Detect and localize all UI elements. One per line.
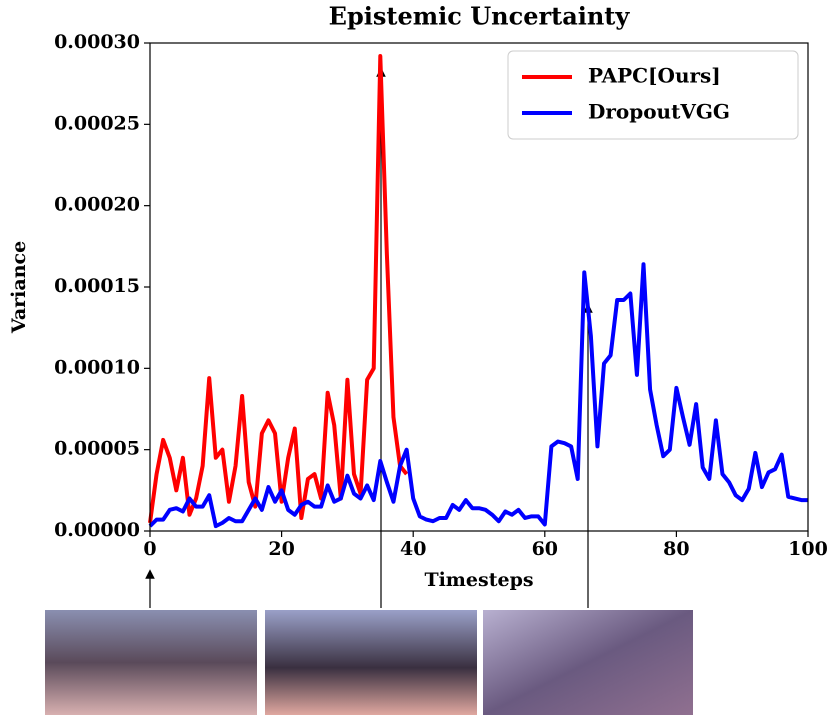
- x-tick-label: 100: [788, 538, 828, 560]
- plot-frame: [149, 42, 809, 532]
- x-tick-label: 80: [663, 538, 689, 560]
- x-tick-label: 0: [143, 538, 156, 560]
- x-axis-label: Timesteps: [424, 569, 533, 591]
- y-tick-label: 0.00030: [54, 31, 140, 53]
- x-tick-label: 20: [268, 538, 294, 560]
- y-tick-label: 0.00020: [54, 194, 140, 216]
- y-tick-label: 0.00015: [54, 275, 140, 297]
- frame-image: [483, 610, 693, 715]
- legend-box: [507, 50, 799, 140]
- y-tick-label: 0.00005: [54, 438, 140, 460]
- frame-image: [265, 610, 477, 715]
- data-line: [148, 262, 808, 529]
- y-tick-label: 0.00025: [54, 112, 140, 134]
- x-tick-label: 40: [400, 538, 426, 560]
- y-tick-label: 0.00000: [54, 519, 140, 541]
- y-axis-label: Variance: [8, 241, 30, 334]
- legend-label: DropoutVGG: [588, 100, 730, 124]
- y-tick-label: 0.00010: [54, 356, 140, 378]
- frame-image: [45, 610, 257, 715]
- legend-label: PAPC[Ours]: [588, 64, 721, 88]
- chart-title: Epistemic Uncertainty: [329, 2, 631, 31]
- data-line: [148, 54, 409, 524]
- x-tick-label: 60: [532, 538, 558, 560]
